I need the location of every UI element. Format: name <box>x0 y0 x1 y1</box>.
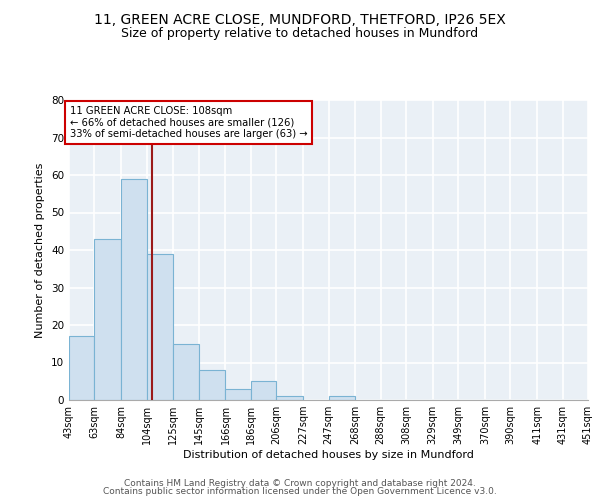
Text: Contains public sector information licensed under the Open Government Licence v3: Contains public sector information licen… <box>103 487 497 496</box>
Bar <box>146 254 173 400</box>
X-axis label: Distribution of detached houses by size in Mundford: Distribution of detached houses by size … <box>183 450 474 460</box>
Bar <box>277 396 303 400</box>
Bar <box>329 396 355 400</box>
Bar <box>94 239 121 400</box>
Bar <box>226 389 251 400</box>
Text: Size of property relative to detached houses in Mundford: Size of property relative to detached ho… <box>121 28 479 40</box>
Text: 11 GREEN ACRE CLOSE: 108sqm
← 66% of detached houses are smaller (126)
33% of se: 11 GREEN ACRE CLOSE: 108sqm ← 66% of det… <box>70 106 307 139</box>
Bar <box>69 336 94 400</box>
Bar <box>121 179 146 400</box>
Text: 11, GREEN ACRE CLOSE, MUNDFORD, THETFORD, IP26 5EX: 11, GREEN ACRE CLOSE, MUNDFORD, THETFORD… <box>94 12 506 26</box>
Bar <box>251 381 277 400</box>
Bar <box>173 344 199 400</box>
Y-axis label: Number of detached properties: Number of detached properties <box>35 162 46 338</box>
Bar <box>199 370 226 400</box>
Text: Contains HM Land Registry data © Crown copyright and database right 2024.: Contains HM Land Registry data © Crown c… <box>124 478 476 488</box>
